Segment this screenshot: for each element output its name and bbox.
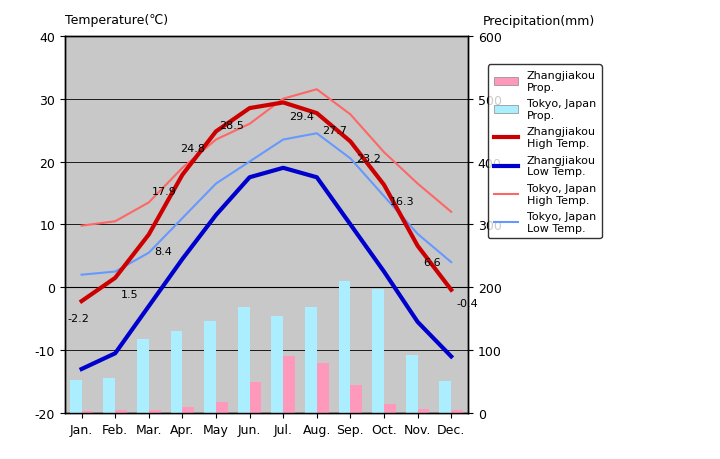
Text: 16.3: 16.3 xyxy=(390,197,414,207)
Bar xyxy=(406,355,418,413)
Bar xyxy=(70,381,81,413)
Text: 6.6: 6.6 xyxy=(423,257,441,268)
Text: 24.8: 24.8 xyxy=(180,144,205,153)
Bar xyxy=(182,407,194,413)
Bar xyxy=(351,385,362,413)
Bar xyxy=(271,317,283,413)
Text: -2.2: -2.2 xyxy=(68,313,89,323)
Text: Temperature(℃): Temperature(℃) xyxy=(65,14,168,27)
Bar xyxy=(171,331,182,413)
Bar xyxy=(115,411,127,413)
Bar xyxy=(451,411,463,413)
Text: Precipitation(mm): Precipitation(mm) xyxy=(482,15,595,28)
Text: 23.2: 23.2 xyxy=(356,153,381,163)
Text: 29.4: 29.4 xyxy=(289,112,314,122)
Bar xyxy=(204,321,216,413)
Bar xyxy=(418,409,429,413)
Bar xyxy=(338,281,351,413)
Bar xyxy=(317,363,328,413)
Bar xyxy=(250,382,261,413)
Bar xyxy=(81,411,94,413)
Text: 8.4: 8.4 xyxy=(154,246,172,256)
Bar xyxy=(238,308,250,413)
Text: -0.4: -0.4 xyxy=(456,299,479,309)
Bar xyxy=(384,404,396,413)
Text: 27.7: 27.7 xyxy=(323,125,347,135)
Text: 17.9: 17.9 xyxy=(152,187,176,197)
Bar xyxy=(137,340,149,413)
Bar xyxy=(305,308,317,413)
Bar xyxy=(372,290,384,413)
Bar xyxy=(104,378,115,413)
Bar xyxy=(149,410,161,413)
Bar xyxy=(439,381,451,413)
Bar xyxy=(283,357,295,413)
Legend: Zhangjiakou
Prop., Tokyo, Japan
Prop., Zhangjiakou
High Temp., Zhangjiakou
Low T: Zhangjiakou Prop., Tokyo, Japan Prop., Z… xyxy=(488,65,602,239)
Text: 1.5: 1.5 xyxy=(121,290,138,300)
Bar xyxy=(216,402,228,413)
Text: 28.5: 28.5 xyxy=(219,120,244,130)
